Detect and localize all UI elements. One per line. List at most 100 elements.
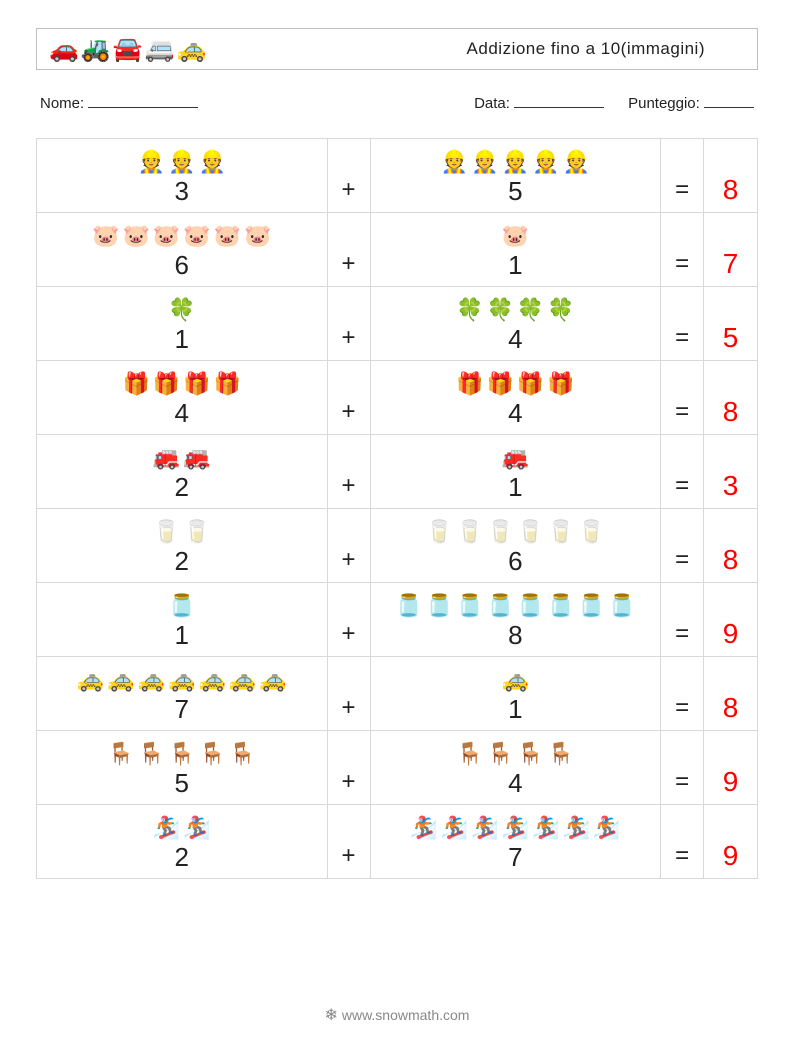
count-icon: 🎁 (122, 373, 149, 395)
right-number: 4 (371, 770, 661, 796)
count-icon: 🏂 (532, 817, 559, 839)
footer-url-suffix: math.com (408, 1007, 469, 1023)
left-operand-cell: 🥛🥛2 (37, 509, 328, 583)
count-icon: 👷 (532, 151, 559, 173)
right-number: 7 (371, 844, 661, 870)
answer-cell[interactable]: 7 (704, 213, 758, 287)
answer-cell[interactable]: 3 (704, 435, 758, 509)
right-operand-cell: 🍀🍀🍀🍀4 (370, 287, 661, 361)
header-vehicle-icon: 🚜 (81, 35, 111, 64)
equals-operator: = (661, 583, 704, 657)
date-blank[interactable] (514, 94, 604, 108)
count-icon: 🥛 (547, 521, 574, 543)
table-row: 🥛🥛2+🥛🥛🥛🥛🥛🥛6=8 (37, 509, 758, 583)
answer-cell[interactable]: 9 (704, 731, 758, 805)
count-icon: 🚕 (259, 669, 286, 691)
answer-cell[interactable]: 8 (704, 509, 758, 583)
count-icon: 🚕 (107, 669, 134, 691)
count-icon: 🎁 (153, 373, 180, 395)
count-icon: 🏂 (471, 817, 498, 839)
plus-operator: + (327, 509, 370, 583)
count-icon: 🥛 (153, 521, 180, 543)
count-icon: 🪑 (168, 743, 195, 765)
left-icons: 🎁🎁🎁🎁 (37, 370, 327, 398)
count-icon: 🏂 (441, 817, 468, 839)
count-icon: 🍀 (456, 299, 483, 321)
count-icon: 🏂 (593, 817, 620, 839)
count-icon: 🚕 (198, 669, 225, 691)
meta-row: Nome: Data: Punteggio: (36, 94, 758, 112)
equals-operator: = (661, 805, 704, 879)
count-icon: 🪑 (198, 743, 225, 765)
left-icons: 🥛🥛 (37, 518, 327, 546)
worksheet-table: 👷👷👷3+👷👷👷👷👷5=8🐷🐷🐷🐷🐷🐷6+🐷1=7🍀1+🍀🍀🍀🍀4=5🎁🎁🎁🎁4… (36, 138, 758, 879)
answer-cell[interactable]: 8 (704, 657, 758, 731)
right-icons: 🍀🍀🍀🍀 (371, 296, 661, 324)
left-operand-cell: 🚒🚒2 (37, 435, 328, 509)
left-icons: 🚒🚒 (37, 444, 327, 472)
plus-operator: + (327, 583, 370, 657)
name-blank[interactable] (88, 94, 198, 108)
left-operand-cell: 🚕🚕🚕🚕🚕🚕🚕7 (37, 657, 328, 731)
plus-operator: + (327, 361, 370, 435)
count-icon: 🪑 (547, 743, 574, 765)
left-number: 7 (37, 696, 327, 722)
left-number: 2 (37, 474, 327, 500)
answer-cell[interactable]: 9 (704, 805, 758, 879)
count-icon: 👷 (198, 151, 225, 173)
score-blank[interactable] (704, 94, 754, 108)
count-icon: 🎁 (517, 373, 544, 395)
right-number: 1 (371, 696, 661, 722)
count-icon: 👷 (562, 151, 589, 173)
count-icon: 🐷 (214, 225, 241, 247)
count-icon: 🪑 (517, 743, 544, 765)
count-icon: 🥛 (578, 521, 605, 543)
right-number: 8 (371, 622, 661, 648)
count-icon: 🐷 (502, 225, 529, 247)
plus-operator: + (327, 139, 370, 213)
left-number: 2 (37, 844, 327, 870)
table-row: 🎁🎁🎁🎁4+🎁🎁🎁🎁4=8 (37, 361, 758, 435)
right-icons: 🎁🎁🎁🎁 (371, 370, 661, 398)
right-operand-cell: 🫙🫙🫙🫙🫙🫙🫙🫙8 (370, 583, 661, 657)
count-icon: 🫙 (486, 595, 513, 617)
equals-operator: = (661, 213, 704, 287)
left-icons: 👷👷👷 (37, 148, 327, 176)
count-icon: 🚒 (502, 447, 529, 469)
count-icon: 🚕 (229, 669, 256, 691)
count-icon: 🍀 (168, 299, 195, 321)
right-number: 1 (371, 252, 661, 278)
table-row: 🪑🪑🪑🪑🪑5+🪑🪑🪑🪑4=9 (37, 731, 758, 805)
right-operand-cell: 🥛🥛🥛🥛🥛🥛6 (370, 509, 661, 583)
answer-cell[interactable]: 8 (704, 139, 758, 213)
count-icon: 🪑 (138, 743, 165, 765)
snowflake-icon: ❄ (325, 1007, 338, 1024)
table-row: 🚒🚒2+🚒1=3 (37, 435, 758, 509)
left-icons: 🐷🐷🐷🐷🐷🐷 (37, 222, 327, 250)
left-operand-cell: 🍀1 (37, 287, 328, 361)
count-icon: 🏂 (410, 817, 437, 839)
count-icon: 🪑 (456, 743, 483, 765)
left-icons: 🚕🚕🚕🚕🚕🚕🚕 (37, 666, 327, 694)
left-number: 1 (37, 622, 327, 648)
header-vehicle-icon: 🚗 (49, 35, 79, 64)
answer-cell[interactable]: 5 (704, 287, 758, 361)
equals-operator: = (661, 287, 704, 361)
plus-operator: + (327, 435, 370, 509)
left-operand-cell: 🏂🏂2 (37, 805, 328, 879)
header-vehicle-icon: 🚘 (113, 35, 143, 64)
answer-cell[interactable]: 8 (704, 361, 758, 435)
count-icon: 🚒 (183, 447, 210, 469)
left-icons: 🏂🏂 (37, 814, 327, 842)
count-icon: 🚒 (153, 447, 180, 469)
left-number: 2 (37, 548, 327, 574)
right-icons: 🚕 (371, 666, 661, 694)
right-icons: 🪑🪑🪑🪑 (371, 740, 661, 768)
answer-cell[interactable]: 9 (704, 583, 758, 657)
right-operand-cell: 🏂🏂🏂🏂🏂🏂🏂7 (370, 805, 661, 879)
date-label: Data: (474, 95, 510, 112)
count-icon: 🫙 (608, 595, 635, 617)
count-icon: 🚕 (138, 669, 165, 691)
count-icon: 🥛 (456, 521, 483, 543)
count-icon: 🐷 (244, 225, 271, 247)
